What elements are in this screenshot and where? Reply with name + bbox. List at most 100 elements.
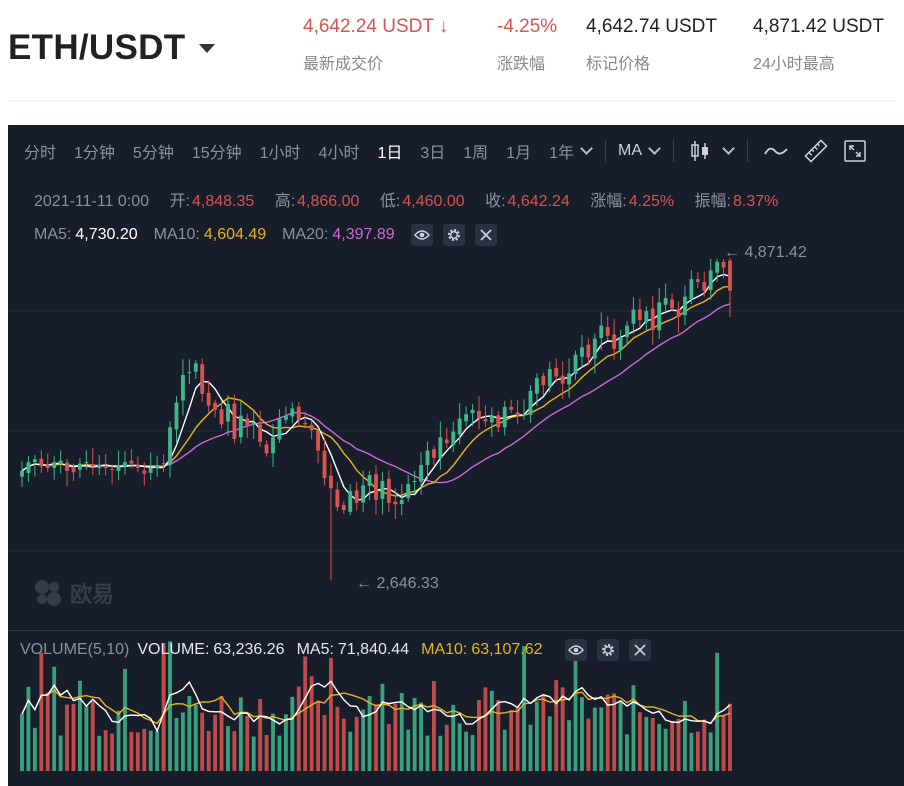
volume-bar — [187, 696, 192, 771]
volume-bar — [238, 697, 243, 771]
candle-body — [123, 462, 127, 467]
volume-bar — [728, 703, 732, 771]
volume-bar — [77, 680, 82, 771]
candle-body — [258, 424, 263, 442]
volume-bar — [715, 652, 720, 771]
tf-1h[interactable]: 1小时 — [259, 145, 301, 162]
volume-bar — [271, 713, 275, 771]
caret-down-icon[interactable] — [199, 43, 216, 53]
volume-legend: VOLUME(5,10) VOLUME: 63,236.26 MA5: 71,8… — [20, 639, 661, 661]
candle-body — [322, 450, 327, 479]
tf-1w[interactable]: 1周 — [463, 145, 489, 162]
last-price-label: 最新成交价 — [303, 56, 384, 73]
candle-body — [168, 427, 172, 465]
gear-icon[interactable] — [442, 224, 465, 246]
tf-fenshi[interactable]: 分时 — [24, 145, 57, 162]
tf-3d[interactable]: 3日 — [420, 145, 446, 162]
tf-5m[interactable]: 5分钟 — [132, 145, 174, 162]
volume-bar — [354, 716, 359, 771]
volume-bar — [702, 719, 707, 771]
volume-bar — [264, 735, 269, 771]
tf-4h[interactable]: 4小时 — [318, 145, 360, 162]
indicator-chevron-icon — [648, 142, 661, 155]
change-value: -4.25% — [497, 16, 558, 37]
candlestick-icon[interactable] — [690, 140, 710, 162]
toolbar-separator — [746, 140, 748, 162]
tf-1mo[interactable]: 1月 — [506, 145, 532, 162]
candle-body — [451, 431, 456, 445]
pair-selector[interactable]: ETH/USDT — [8, 28, 216, 68]
candle-body — [522, 414, 526, 416]
volume-title: VOLUME(5,10) — [20, 641, 130, 658]
ruler-icon[interactable] — [804, 139, 828, 163]
candle-body — [592, 338, 597, 359]
volume-bar — [534, 701, 539, 771]
volume-bar — [180, 712, 185, 771]
volume-bar — [580, 697, 584, 771]
candle-body — [663, 298, 668, 305]
chart-type-chevron-icon[interactable] — [722, 142, 735, 155]
volume-bar — [361, 709, 366, 771]
candle-body — [39, 458, 44, 467]
volume-bar — [554, 680, 559, 771]
close-icon[interactable] — [474, 224, 497, 246]
fullscreen-icon[interactable] — [844, 140, 866, 162]
candle-body — [142, 470, 147, 474]
candle-body — [657, 302, 662, 331]
open-value: 4,848.35 — [191, 193, 255, 210]
volume-bar — [103, 730, 108, 771]
indicator-dropdown[interactable]: MA — [618, 142, 661, 160]
tf-1d[interactable]: 1日 — [377, 145, 403, 162]
volume-bar — [174, 718, 179, 771]
candle-body — [58, 460, 63, 465]
volume-ma5-line — [21, 680, 731, 733]
volume-bar — [161, 642, 166, 771]
stat-mark-price: 4,642.74 USDT 标记价格 — [586, 16, 717, 74]
candle-body — [541, 375, 546, 386]
candle-body — [528, 390, 533, 415]
tf-1m[interactable]: 1分钟 — [74, 145, 115, 162]
candle-body — [335, 489, 340, 508]
candle-body — [496, 415, 501, 428]
volume-bar — [251, 736, 256, 771]
volume-bar — [522, 646, 526, 771]
tf-1y[interactable]: 1年 — [549, 145, 574, 162]
candle-body — [290, 408, 295, 417]
volume-bar — [123, 668, 127, 771]
volume-bar — [612, 693, 617, 771]
candle-body — [348, 491, 353, 512]
tf-15m[interactable]: 15分钟 — [191, 145, 242, 162]
candle-body — [399, 499, 404, 504]
candle-body — [599, 325, 604, 338]
candle-body — [245, 418, 250, 426]
volume-bar — [670, 722, 675, 771]
candle-body — [425, 450, 430, 466]
change-value: 4.25% — [628, 193, 675, 210]
volume-bar — [599, 707, 604, 771]
ma20-line — [21, 303, 731, 484]
candle-body — [45, 464, 50, 468]
line-style-icon[interactable] — [764, 143, 788, 159]
volume-bar — [193, 704, 198, 771]
toolbar-separator — [604, 140, 606, 162]
volume-bar — [380, 683, 385, 771]
eye-icon[interactable] — [564, 639, 587, 661]
volume-bar — [206, 730, 211, 771]
chart-panel[interactable]: 分时 1分钟 5分钟 15分钟 1小时 4小时 1日 3日 1周 1月 1年 M… — [8, 125, 904, 786]
gear-icon[interactable] — [596, 639, 619, 661]
volume-bar — [451, 704, 456, 771]
more-timeframes-chevron-icon[interactable] — [580, 142, 593, 155]
close-icon[interactable] — [628, 639, 651, 661]
volume-bar — [438, 735, 443, 771]
kline-chart[interactable] — [8, 125, 904, 786]
chart-toolbar: 分时 1分钟 5分钟 15分钟 1小时 4小时 1日 3日 1周 1月 1年 M… — [8, 125, 904, 177]
eye-icon[interactable] — [410, 224, 433, 246]
candle-body — [264, 444, 269, 454]
volume-bar — [232, 731, 237, 771]
candle-body — [174, 402, 179, 430]
candle-body — [470, 409, 475, 414]
volume-bar — [528, 724, 533, 771]
candle-body — [26, 462, 31, 474]
amplitude-value: 8.37% — [733, 193, 779, 210]
close-value: 4,642.24 — [507, 193, 570, 210]
